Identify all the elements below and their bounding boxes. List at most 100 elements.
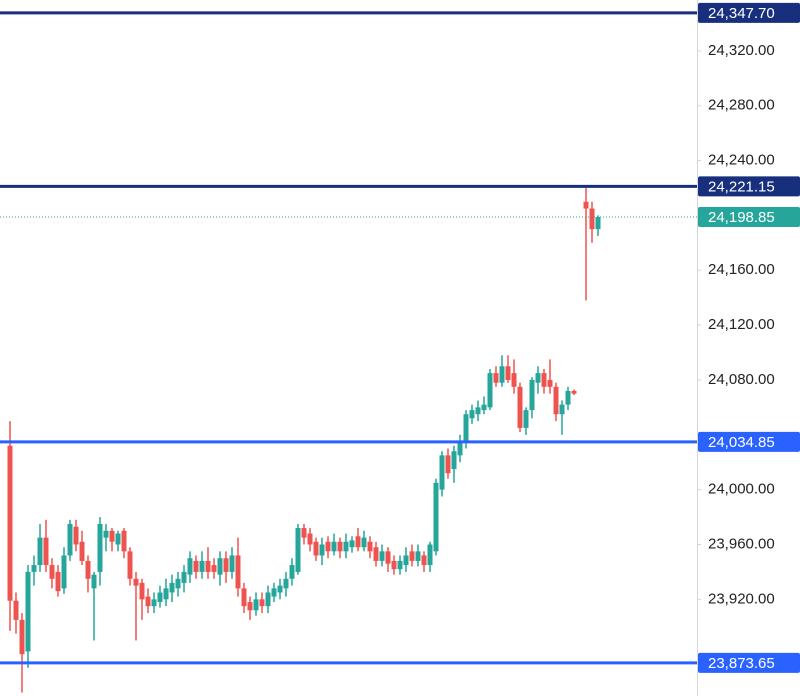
candle-body: [409, 551, 415, 561]
candle-body: [589, 208, 595, 230]
candle-body: [385, 551, 391, 564]
candle-body: [487, 373, 493, 408]
candle-body: [355, 536, 361, 548]
candle-body: [403, 555, 409, 566]
candle-body: [529, 379, 535, 411]
candle-body: [277, 585, 283, 593]
candle-body: [247, 602, 253, 611]
candle-body: [175, 578, 181, 589]
candle-body: [295, 528, 301, 572]
candle-body: [61, 555, 67, 589]
candle-body: [499, 366, 505, 383]
candle-body: [553, 386, 559, 415]
candle-body: [223, 558, 229, 572]
candle-body: [13, 600, 19, 620]
candle-body: [571, 390, 577, 394]
candle-body: [427, 544, 433, 566]
candle-body: [19, 619, 25, 655]
candle-body: [505, 366, 511, 380]
candle-body: [73, 526, 79, 545]
candle-body: [85, 560, 91, 579]
candle-body: [517, 386, 523, 428]
candle-body: [145, 596, 151, 607]
candle-body: [463, 414, 469, 442]
price-level-label: 24,347.70: [708, 5, 775, 22]
candle-body: [469, 410, 475, 419]
candle-body: [91, 574, 97, 589]
price-level-box: [698, 652, 800, 673]
candle-body: [265, 592, 271, 607]
candle-body: [211, 565, 217, 572]
price-level-label: 24,221.15: [708, 178, 775, 195]
candle-body: [391, 560, 397, 570]
y-tick-label: 24,160.00: [708, 261, 775, 278]
price-level-box: [698, 206, 800, 227]
candle-body: [25, 571, 31, 652]
candle-body: [259, 599, 265, 607]
candle-body: [31, 565, 37, 572]
candle-body: [349, 540, 355, 548]
candle-body: [7, 445, 13, 601]
candle-body: [139, 582, 145, 600]
candle-body: [373, 547, 379, 561]
candle-body: [433, 482, 439, 552]
y-tick-label: 24,280.00: [708, 97, 775, 114]
candle-body: [253, 599, 259, 611]
candle-body: [49, 565, 55, 579]
candle-body: [307, 533, 313, 545]
candle-body: [109, 530, 115, 542]
candle-body: [319, 544, 325, 556]
candle-body: [421, 555, 427, 566]
y-tick-label: 24,240.00: [708, 152, 775, 169]
candle-body: [271, 588, 277, 597]
candle-body: [313, 541, 319, 556]
candle-body: [379, 551, 385, 561]
candle-body: [79, 541, 85, 561]
candle-body: [325, 541, 331, 552]
price-level-box: [698, 2, 800, 23]
candle-body: [595, 216, 601, 230]
candle-body: [169, 582, 175, 593]
candle-body: [121, 530, 127, 552]
candle-body: [283, 578, 289, 589]
candle-body: [235, 555, 241, 589]
candle-body: [199, 560, 205, 572]
candle-body: [493, 373, 499, 383]
y-tick-label: 24,000.00: [708, 481, 775, 498]
candle-body: [43, 537, 49, 566]
candle-body: [103, 530, 109, 538]
price-level-label: 24,034.85: [708, 434, 775, 451]
candle-body: [115, 533, 121, 545]
candle-body: [337, 541, 343, 552]
y-tick-label: 24,320.00: [708, 42, 775, 59]
candle-body: [445, 455, 451, 474]
candle-body: [241, 588, 247, 607]
candle-body: [205, 560, 211, 572]
candle-body: [559, 404, 565, 415]
candle-body: [289, 565, 295, 579]
candle-body: [457, 441, 463, 456]
candle-body: [367, 541, 373, 552]
candle-body: [535, 373, 541, 383]
candle-body: [55, 571, 61, 592]
candle-body: [163, 588, 169, 600]
candle-body: [187, 558, 193, 575]
y-tick-label: 23,920.00: [708, 590, 775, 607]
price-level-box: [698, 431, 800, 452]
candle-body: [151, 599, 157, 607]
candle-body: [361, 537, 367, 548]
candle-body: [97, 523, 103, 572]
candle-body: [511, 373, 517, 387]
candle-body: [181, 571, 187, 583]
candle-body: [343, 541, 349, 552]
candle-body: [415, 551, 421, 561]
candle-body: [565, 390, 571, 405]
candle-body: [439, 455, 445, 490]
price-level-label: 23,873.65: [708, 655, 775, 672]
candle-body: [397, 560, 403, 570]
candle-body: [583, 201, 589, 209]
candle-body: [37, 537, 43, 566]
candle-body: [193, 560, 199, 572]
candle-body: [541, 373, 547, 387]
